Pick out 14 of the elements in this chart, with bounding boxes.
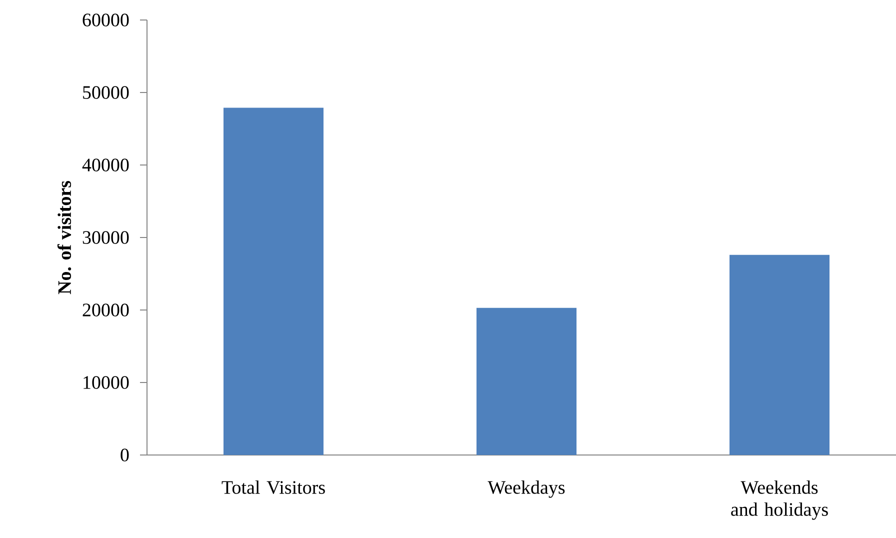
bar [476, 308, 577, 455]
y-tick-label: 60000 [82, 14, 129, 26]
y-tick-label: 30000 [82, 231, 129, 244]
y-tick-label: 0 [120, 448, 129, 462]
y-tick-label: 10000 [84, 376, 129, 389]
x-tick-label: Weekdays [488, 480, 565, 498]
y-tick-label: 50000 [83, 86, 129, 99]
bar [224, 108, 324, 455]
y-tick-label: 40000 [82, 158, 129, 172]
bar [730, 254, 830, 455]
y-axis-title: No. of visitors [57, 180, 72, 294]
x-tick-label: Weekends and holidays [731, 480, 828, 520]
x-tick-label: Total Visitors [222, 480, 325, 494]
y-tick-label: 20000 [82, 304, 129, 316]
